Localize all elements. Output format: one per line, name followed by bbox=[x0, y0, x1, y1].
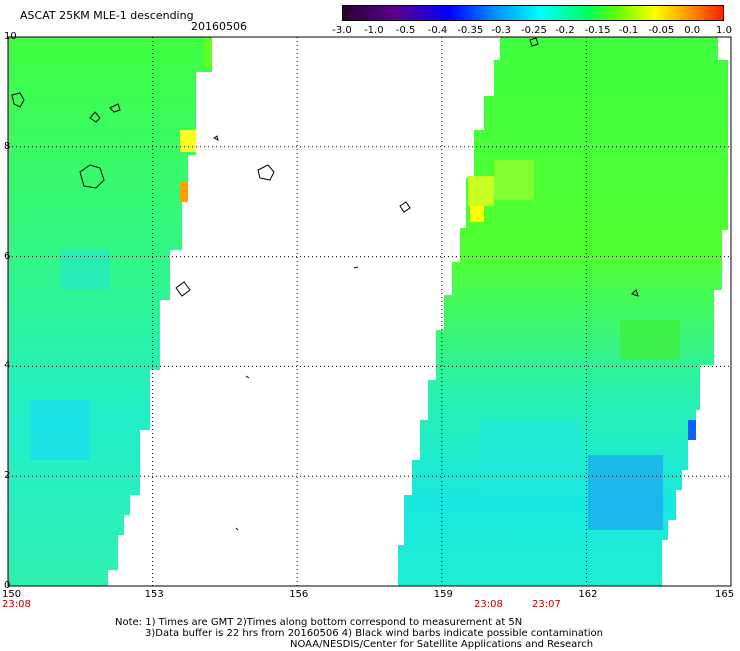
colorbar bbox=[342, 5, 724, 21]
island-outline bbox=[245, 375, 250, 379]
longitude-tick-label: 165 bbox=[715, 589, 735, 600]
note-line-2: 3)Data buffer is 22 hrs from 20160506 4)… bbox=[145, 628, 603, 639]
left-swath-patch bbox=[180, 182, 188, 202]
island-outline bbox=[235, 527, 239, 531]
right-swath-patch bbox=[480, 420, 580, 490]
left-swath-patch bbox=[60, 250, 110, 290]
colorbar-tick-label: -0.5 bbox=[395, 25, 416, 36]
map-date: 20160506 bbox=[191, 20, 247, 33]
note-line-3: NOAA/NESDIS/Center for Satellite Applica… bbox=[290, 639, 594, 650]
colorbar-tick-label: -1.0 bbox=[364, 25, 384, 36]
map-title: ASCAT 25KM MLE-1 descending bbox=[20, 9, 194, 22]
latitude-tick-label: 2 bbox=[4, 470, 11, 482]
island-outline bbox=[89, 111, 101, 123]
longitude-tick-label: 156 bbox=[289, 589, 309, 600]
colorbar-tick-label: -0.1 bbox=[618, 25, 639, 36]
land-outlines bbox=[11, 37, 639, 531]
colorbar-tick-label: -0.35 bbox=[457, 25, 484, 36]
colorbar-tick-label: -0.2 bbox=[555, 25, 575, 36]
latitude-tick-label: 10 bbox=[4, 31, 17, 42]
colorbar-tick-label: -3.0 bbox=[332, 25, 352, 36]
left-swath-patch bbox=[30, 400, 90, 460]
note-line-1: Note: 1) Times are GMT 2)Times along bot… bbox=[115, 617, 523, 628]
right-swath-patch bbox=[494, 160, 534, 200]
latitude-tick-label: 6 bbox=[4, 250, 11, 262]
map-frame bbox=[7, 36, 732, 587]
latitude-tick-label: 0 bbox=[4, 580, 11, 591]
right-swath-patch bbox=[620, 320, 680, 360]
left-swath-patch bbox=[204, 37, 212, 67]
graticule bbox=[8, 37, 731, 586]
colorbar-tick-label: -0.25 bbox=[521, 25, 547, 36]
island-outline bbox=[109, 103, 121, 113]
colorbar-tick-label: 0.0 bbox=[684, 25, 701, 36]
colorbar-tick-label: 1.0 bbox=[716, 25, 732, 36]
colorbar-tick-label: -0.15 bbox=[584, 25, 611, 36]
island-outline bbox=[353, 266, 359, 269]
island-outline bbox=[529, 37, 539, 47]
island-outline bbox=[399, 201, 411, 213]
longitude-tick-label: 162 bbox=[578, 589, 598, 600]
longitude-tick-label: 150 bbox=[2, 589, 22, 600]
colorbar-tick-label: -0.4 bbox=[427, 25, 448, 36]
left-swath-patch bbox=[180, 130, 196, 152]
right-swath-patch bbox=[468, 176, 494, 206]
latitude-tick-label: 8 bbox=[4, 140, 11, 152]
island-outline bbox=[213, 135, 219, 141]
pass-time-right-a: 23:08 bbox=[474, 599, 503, 610]
right-swath-patch bbox=[588, 455, 663, 530]
pass-time-left: 23:08 bbox=[2, 599, 31, 610]
colorbar-tick-label: -0.05 bbox=[648, 25, 675, 36]
island-outline bbox=[79, 164, 105, 189]
longitude-tick-label: 153 bbox=[144, 589, 164, 600]
longitude-tick-label: 159 bbox=[433, 589, 453, 600]
island-outline bbox=[175, 281, 191, 297]
island-outline bbox=[11, 92, 25, 108]
island-outline bbox=[631, 289, 639, 297]
colorbar-tick-label: -0.3 bbox=[491, 25, 511, 36]
latitude-tick-label: 4 bbox=[4, 360, 11, 372]
right-swath-patch bbox=[688, 420, 696, 440]
island-outline bbox=[257, 164, 275, 181]
right-swath-patch bbox=[470, 206, 484, 222]
pass-time-right-b: 23:07 bbox=[532, 599, 561, 610]
